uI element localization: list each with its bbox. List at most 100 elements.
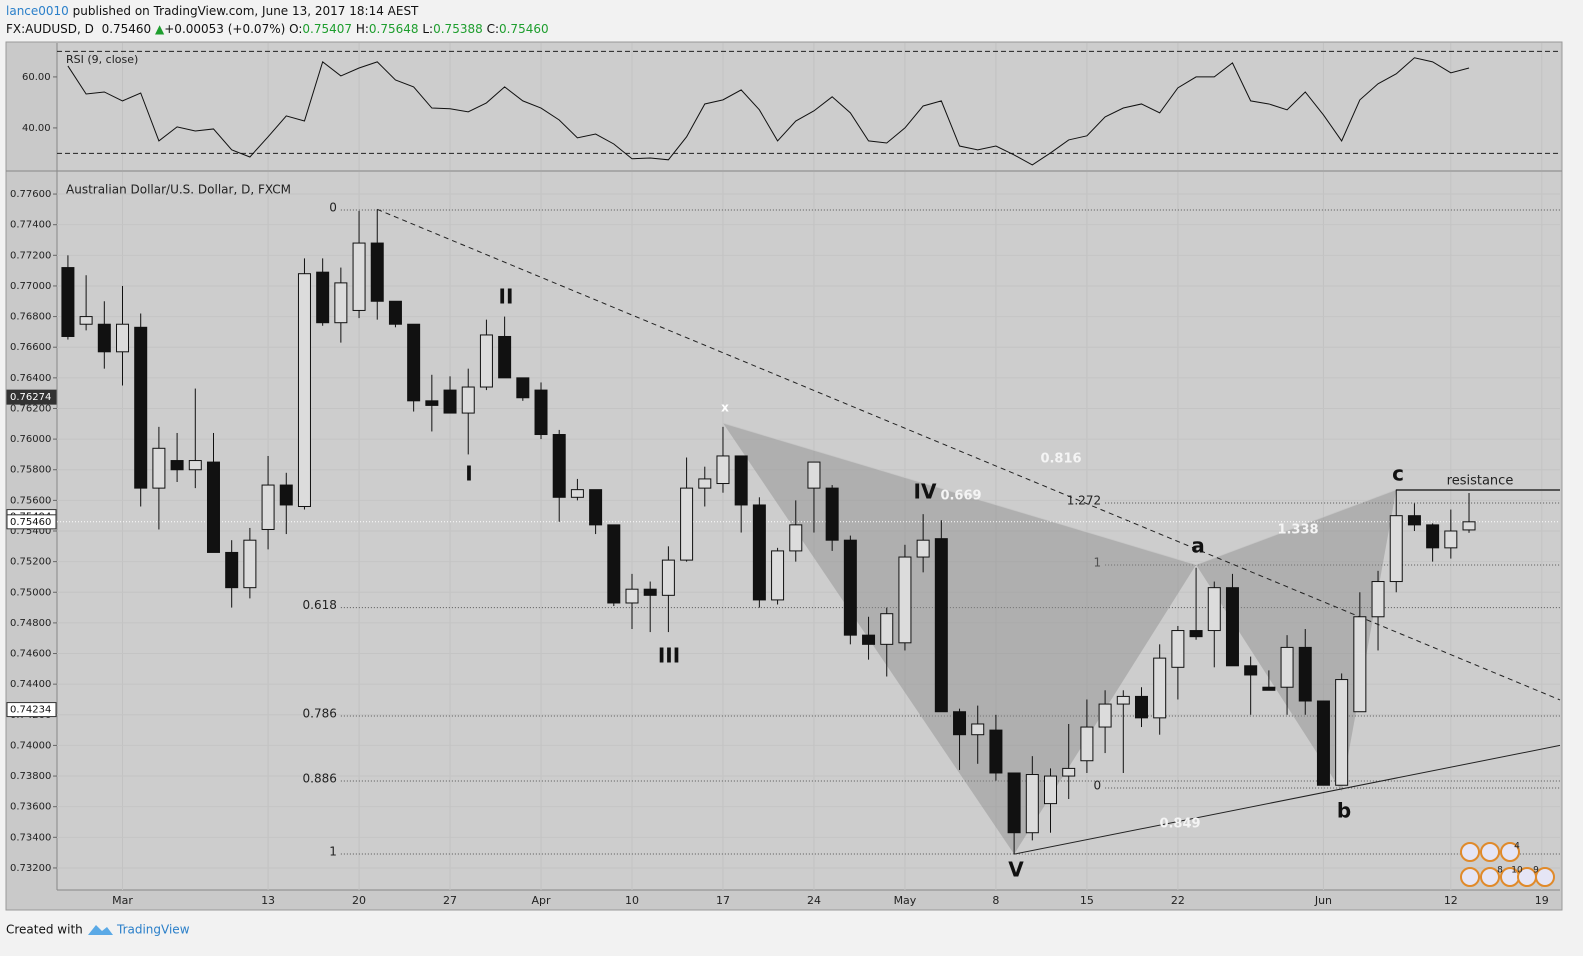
x-tick-label: 27	[443, 894, 457, 907]
y-tick-label: 0.73400	[10, 832, 51, 843]
candle-body	[1044, 775, 1058, 805]
candle-body	[61, 267, 75, 337]
y-tick-label: 0.75600	[10, 495, 51, 506]
price-label-box	[6, 702, 57, 718]
o-label: O:	[289, 22, 303, 36]
y-tick-label: 0.75000	[10, 587, 51, 598]
x-tick-label: 8	[992, 894, 999, 907]
symbol: FX:AUDUSD, D	[6, 22, 94, 36]
candle-body	[352, 242, 366, 311]
candle-body	[1316, 700, 1330, 786]
candle-body	[1262, 686, 1276, 691]
candle-body	[1134, 695, 1148, 719]
candle-body	[370, 242, 384, 302]
candle-body	[1007, 772, 1021, 834]
candle-body	[170, 460, 184, 471]
trendline	[377, 208, 1561, 701]
event-count: 4	[1514, 842, 1520, 852]
y-tick-label: 0.76800	[10, 312, 51, 323]
y-tick-label: 0.73800	[10, 771, 51, 782]
candle-body	[334, 282, 348, 324]
close: 0.75460	[498, 22, 549, 36]
candle-body	[953, 711, 967, 736]
candle-body	[443, 389, 457, 414]
event-count: 10	[1511, 866, 1523, 876]
rsi-pane	[57, 43, 1560, 170]
x-tick-label: 24	[807, 894, 821, 907]
y-tick-label: 0.76400	[10, 373, 51, 384]
candle-body	[570, 489, 584, 498]
pattern-edge	[1195, 489, 1397, 566]
y-tick-label: 0.74400	[10, 679, 51, 690]
pattern-ratio: 0.849	[1159, 817, 1200, 832]
event-flag	[1535, 867, 1555, 887]
fib-label: 0.786	[303, 707, 337, 721]
candle-body	[1444, 530, 1458, 549]
wave-label: x	[721, 401, 729, 415]
wave-label: IV	[914, 480, 937, 504]
candle-body	[1189, 630, 1203, 638]
candle-body	[1244, 665, 1258, 676]
fib-label: 1	[329, 845, 337, 859]
candle-body	[188, 460, 202, 471]
candle-body	[79, 316, 93, 325]
candle-body	[1335, 679, 1349, 786]
rsi-title: RSI (9, close)	[66, 53, 138, 66]
x-tick-label: 12	[1444, 894, 1458, 907]
event-flag	[1500, 842, 1520, 862]
wave-label: I	[465, 462, 472, 486]
candle-body	[152, 447, 166, 489]
c-label: C:	[486, 22, 499, 36]
candle-body	[661, 559, 675, 596]
price-label-box	[6, 389, 57, 405]
rsi-line	[67, 57, 1470, 166]
fib-label: 0	[329, 200, 337, 214]
candle-body	[1353, 616, 1367, 713]
y-tick-label: 40.00	[22, 123, 51, 134]
pattern-ratio: 1.338	[1277, 523, 1318, 538]
candle-body	[134, 326, 148, 489]
candle-body	[1080, 726, 1094, 762]
price-label-box	[6, 514, 57, 530]
y-tick-label: 0.74600	[10, 649, 51, 660]
y-tick-label: 0.77000	[10, 281, 51, 292]
x-tick-label: May	[894, 894, 917, 907]
candle-body	[1389, 515, 1403, 583]
candle-body	[643, 588, 657, 596]
fib-label: 1	[1093, 556, 1101, 570]
y-tick-label: 0.74000	[10, 740, 51, 751]
wave-label: III	[658, 644, 680, 668]
brand[interactable]: TradingView	[116, 923, 190, 937]
wave-label: a	[1191, 534, 1205, 558]
wave-label: b	[1337, 799, 1351, 823]
candle-body	[1407, 515, 1421, 526]
candle-body	[316, 271, 330, 324]
candle-body	[843, 539, 857, 636]
created-with: Created with	[6, 923, 83, 937]
trendline	[1014, 744, 1561, 855]
candle-body	[771, 550, 785, 601]
candle-body	[1225, 587, 1239, 667]
candle-body	[1298, 646, 1312, 702]
x-tick-label: Jun	[1314, 894, 1332, 907]
candle-body	[1280, 646, 1294, 688]
candle-body	[407, 323, 421, 402]
candle-body	[279, 484, 293, 506]
candle-body	[934, 538, 948, 713]
x-tick-label: Mar	[112, 894, 133, 907]
author[interactable]: lance0010	[6, 4, 69, 18]
candle-body	[1062, 767, 1076, 777]
fib-label: 0	[1093, 778, 1101, 792]
candle-body	[1098, 703, 1112, 728]
x-tick-label: 20	[352, 894, 366, 907]
y-tick-label: 0.75400	[10, 526, 51, 537]
candle-body	[206, 461, 220, 553]
y-tick-label: 0.75800	[10, 465, 51, 476]
event-flag	[1460, 842, 1480, 862]
candle-body	[388, 300, 402, 325]
fib-label: 1.272	[1067, 493, 1101, 507]
y-tick-label: 0.73200	[10, 863, 51, 874]
x-tick-label: 19	[1535, 894, 1549, 907]
